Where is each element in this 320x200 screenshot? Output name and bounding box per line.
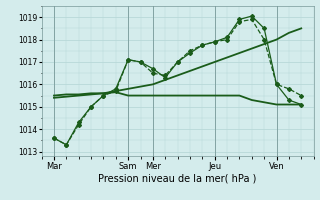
X-axis label: Pression niveau de la mer( hPa ): Pression niveau de la mer( hPa ) bbox=[99, 173, 257, 183]
